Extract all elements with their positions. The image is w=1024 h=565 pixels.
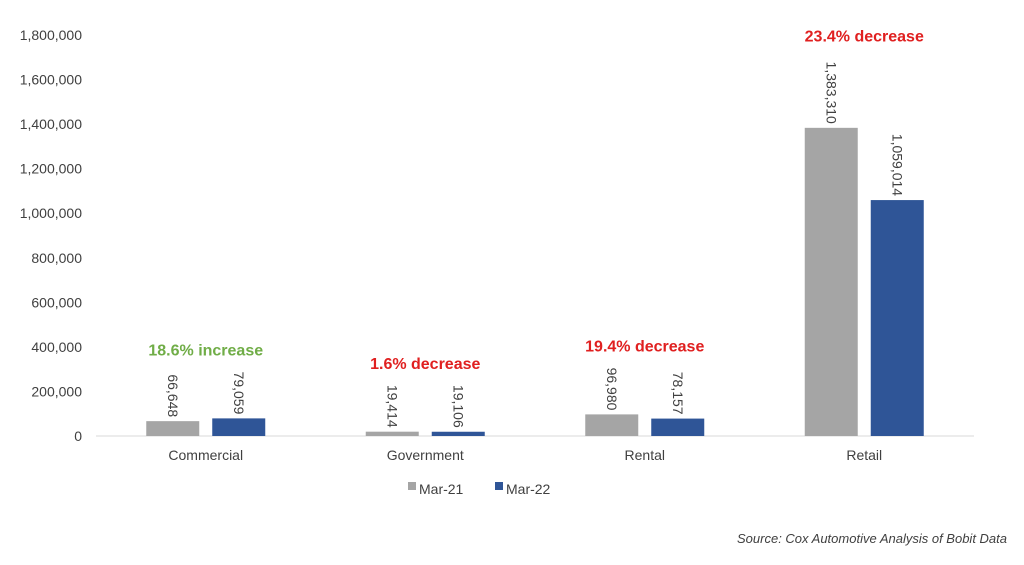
data-label: 96,980 xyxy=(604,368,620,411)
y-tick-label: 1,600,000 xyxy=(20,72,82,88)
y-axis: 0 200,000 400,000 600,000 800,000 1,000,000 1,… xyxy=(20,27,83,444)
legend-swatch xyxy=(495,482,503,490)
change-annotation: 23.4% decrease xyxy=(805,29,924,46)
y-tick-label: 1,800,000 xyxy=(20,27,82,43)
y-tick-label: 400,000 xyxy=(31,339,82,355)
bars-group: 66,648 79,059 19,414 19,106 96,980 78,157 1,38… xyxy=(146,62,924,436)
y-tick-label: 600,000 xyxy=(31,294,82,310)
bar-mar-22-commercial xyxy=(212,418,266,436)
y-tick-label: 200,000 xyxy=(31,383,82,399)
legend-label: Mar-22 xyxy=(506,481,551,497)
x-category-label: Retail xyxy=(846,447,882,463)
legend-label: Mar-21 xyxy=(419,481,464,497)
data-label: 19,414 xyxy=(384,385,400,428)
bar-mar-21-retail xyxy=(804,127,858,436)
y-tick-label: 1,400,000 xyxy=(20,116,82,132)
legend-swatch xyxy=(408,482,416,490)
data-label: 19,106 xyxy=(450,385,466,428)
change-annotation: 18.6% increase xyxy=(148,343,263,360)
legend: Mar-21 Mar-22 xyxy=(408,481,551,497)
bar-mar-22-retail xyxy=(870,200,924,436)
data-label: 79,059 xyxy=(231,372,247,415)
bar-mar-22-rental xyxy=(651,418,705,436)
y-tick-label: 1,200,000 xyxy=(20,161,82,177)
bar-mar-21-commercial xyxy=(146,421,200,436)
source-note: Source: Cox Automotive Analysis of Bobit… xyxy=(737,531,1007,546)
change-annotation: 1.6% decrease xyxy=(370,356,480,373)
x-category-label: Government xyxy=(387,447,464,463)
change-annotation: 19.4% decrease xyxy=(585,339,704,356)
data-label: 1,383,310 xyxy=(823,62,839,124)
category-labels: Commercial Government Rental Retail xyxy=(168,447,882,463)
data-label: 66,648 xyxy=(165,374,181,417)
y-tick-label: 800,000 xyxy=(31,250,82,266)
x-category-label: Rental xyxy=(625,447,665,463)
annotations: 18.6% increase 1.6% decrease 19.4% decreas… xyxy=(148,29,924,373)
y-tick-label: 1,000,000 xyxy=(20,205,82,221)
x-category-label: Commercial xyxy=(168,447,243,463)
data-label: 1,059,014 xyxy=(889,134,905,196)
y-tick-label: 0 xyxy=(74,428,82,444)
bar-mar-21-government xyxy=(365,431,419,436)
data-label: 78,157 xyxy=(670,372,686,415)
bar-mar-22-government xyxy=(431,431,485,436)
bar-mar-21-rental xyxy=(585,414,639,436)
